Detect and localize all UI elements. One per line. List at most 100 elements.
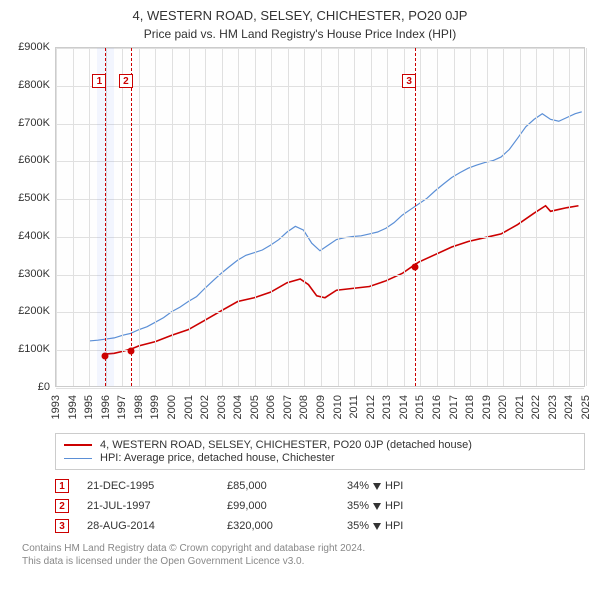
event-dot [128,347,135,354]
gridline-v [437,48,438,386]
gridline-v [487,48,488,386]
gridline-v [255,48,256,386]
series-property [105,206,578,354]
event-row: 3 28-AUG-2014£320,00035%HPI [55,516,585,536]
event-dot [411,264,418,271]
x-tick-label: 2002 [199,395,211,419]
legend-swatch [64,444,92,446]
event-vline [415,48,416,386]
gridline-v [354,48,355,386]
gridline-h [56,312,584,313]
event-vline [131,48,132,386]
plot-area: 123 [55,47,585,387]
gridline-v [238,48,239,386]
legend-label: HPI: Average price, detached house, Chic… [100,452,335,464]
gridline-h [56,124,584,125]
gridline-h [56,350,584,351]
x-tick-label: 2004 [232,395,244,419]
y-tick-label: £700K [10,117,50,129]
gridline-v [454,48,455,386]
x-tick-label: 2024 [563,395,575,419]
gridline-h [56,48,584,49]
event-price: £320,000 [227,520,347,532]
y-tick-label: £0 [10,381,50,393]
events-table: 121-DEC-1995£85,00034%HPI221-JUL-1997£99… [55,476,585,536]
event-delta: 35%HPI [347,520,403,532]
x-tick-label: 2014 [398,395,410,419]
y-tick-label: £300K [10,268,50,280]
x-tick-label: 2008 [298,395,310,419]
event-number: 3 [55,519,69,533]
series-hpi [89,112,581,341]
footer-attribution: Contains HM Land Registry data © Crown c… [22,542,590,568]
legend: 4, WESTERN ROAD, SELSEY, CHICHESTER, PO2… [55,433,585,470]
legend-item: HPI: Average price, detached house, Chic… [64,452,576,464]
gridline-v [172,48,173,386]
event-number: 2 [55,499,69,513]
x-tick-label: 1998 [133,395,145,419]
event-number: 1 [55,479,69,493]
legend-item: 4, WESTERN ROAD, SELSEY, CHICHESTER, PO2… [64,439,576,451]
x-tick-label: 2018 [464,395,476,419]
event-price: £99,000 [227,500,347,512]
gridline-v [321,48,322,386]
x-tick-label: 2000 [166,395,178,419]
x-tick-label: 2011 [348,395,360,419]
page-title: 4, WESTERN ROAD, SELSEY, CHICHESTER, PO2… [10,8,590,23]
chart: 123 £0 £100K £200K £300K £400K £500K £600K £700… [10,47,590,427]
gridline-v [586,48,587,386]
event-marker: 1 [92,74,106,88]
event-date: 21-JUL-1997 [87,500,227,512]
gridline-v [73,48,74,386]
x-tick-label: 2003 [216,395,228,419]
x-tick-label: 2016 [431,395,443,419]
footer-line: This data is licensed under the Open Gov… [22,555,590,568]
x-tick-label: 1996 [100,395,112,419]
event-vline [105,48,106,386]
y-tick-label: £400K [10,230,50,242]
footer-line: Contains HM Land Registry data © Crown c… [22,542,590,555]
gridline-v [338,48,339,386]
x-tick-label: 2001 [183,395,195,419]
y-tick-label: £500K [10,192,50,204]
gridline-v [222,48,223,386]
legend-swatch [64,458,92,459]
gridline-v [371,48,372,386]
event-marker: 2 [119,74,133,88]
legend-label: 4, WESTERN ROAD, SELSEY, CHICHESTER, PO2… [100,439,472,451]
gridline-v [271,48,272,386]
gridline-h [56,86,584,87]
arrow-down-icon [373,503,381,510]
gridline-v [288,48,289,386]
page-subtitle: Price paid vs. HM Land Registry's House … [10,27,590,41]
gridline-v [304,48,305,386]
event-date: 21-DEC-1995 [87,480,227,492]
x-tick-label: 2013 [381,395,393,419]
event-row: 121-DEC-1995£85,00034%HPI [55,476,585,496]
x-tick-label: 2006 [265,395,277,419]
x-tick-label: 2023 [547,395,559,419]
gridline-v [139,48,140,386]
event-dot [102,352,109,359]
y-tick-label: £100K [10,343,50,355]
event-delta: 35%HPI [347,500,403,512]
x-tick-label: 1993 [50,395,62,419]
y-tick-label: £600K [10,154,50,166]
x-tick-label: 2019 [481,395,493,419]
x-tick-label: 1995 [83,395,95,419]
gridline-v [205,48,206,386]
x-tick-label: 1994 [67,395,79,419]
event-row: 2 21-JUL-1997£99,00035%HPI [55,496,585,516]
event-date: 28-AUG-2014 [87,520,227,532]
y-tick-label: £800K [10,79,50,91]
y-tick-label: £200K [10,305,50,317]
arrow-down-icon [373,483,381,490]
gridline-v [122,48,123,386]
gridline-h [56,237,584,238]
gridline-h [56,161,584,162]
x-tick-label: 2020 [497,395,509,419]
x-tick-label: 1999 [149,395,161,419]
event-delta: 34%HPI [347,480,403,492]
x-tick-label: 2022 [530,395,542,419]
y-tick-label: £900K [10,41,50,53]
